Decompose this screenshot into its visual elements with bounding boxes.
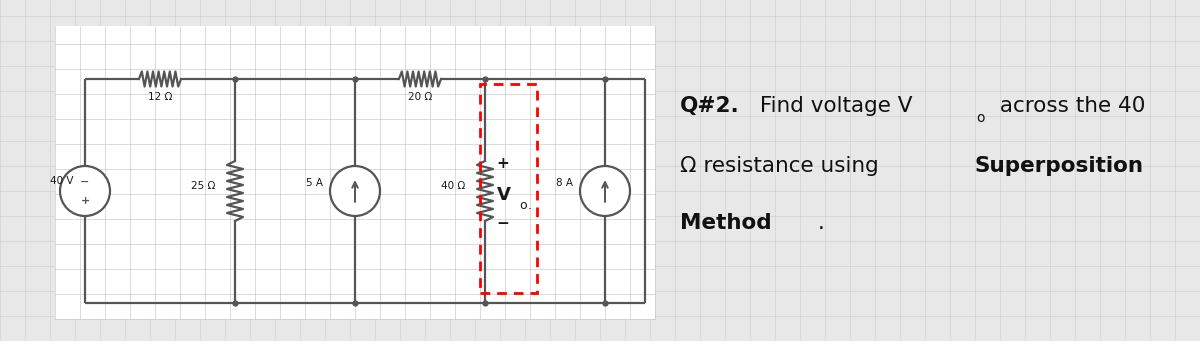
Text: 40 Ω: 40 Ω bbox=[440, 181, 464, 191]
Text: −: − bbox=[80, 177, 90, 187]
Text: .: . bbox=[818, 213, 824, 233]
Bar bbox=[480, 84, 538, 293]
Text: V: V bbox=[497, 186, 511, 204]
Text: +: + bbox=[497, 155, 509, 170]
Text: Q#2.: Q#2. bbox=[680, 96, 739, 116]
Circle shape bbox=[60, 166, 110, 216]
Text: o: o bbox=[520, 198, 527, 211]
Text: 5 A: 5 A bbox=[306, 178, 323, 188]
Circle shape bbox=[330, 166, 380, 216]
Text: o: o bbox=[976, 110, 984, 124]
Text: .: . bbox=[528, 198, 532, 211]
Text: across the 40: across the 40 bbox=[994, 96, 1145, 116]
Text: Superposition: Superposition bbox=[974, 156, 1142, 176]
Circle shape bbox=[580, 166, 630, 216]
Text: 8 A: 8 A bbox=[556, 178, 574, 188]
Text: Find voltage V: Find voltage V bbox=[754, 96, 912, 116]
Text: 25 Ω: 25 Ω bbox=[191, 181, 215, 191]
Text: +: + bbox=[80, 195, 90, 206]
Text: Ω resistance using: Ω resistance using bbox=[680, 156, 886, 176]
Bar bbox=[55, 26, 655, 319]
Text: Method: Method bbox=[680, 213, 772, 233]
Text: 40 V: 40 V bbox=[49, 176, 73, 186]
Text: 12 Ω: 12 Ω bbox=[148, 92, 172, 102]
Text: −: − bbox=[497, 216, 509, 231]
Text: 20 Ω: 20 Ω bbox=[408, 92, 432, 102]
